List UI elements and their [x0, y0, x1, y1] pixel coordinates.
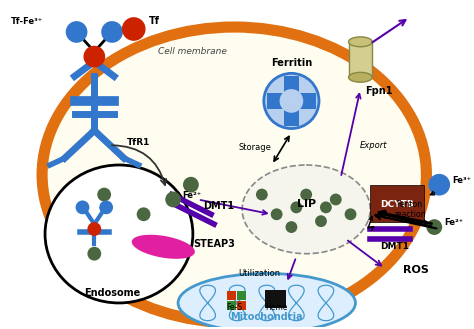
Ellipse shape	[132, 235, 195, 259]
Text: Fpn1: Fpn1	[365, 86, 393, 96]
Circle shape	[165, 191, 181, 207]
Circle shape	[137, 207, 150, 221]
Text: Heme: Heme	[265, 303, 288, 312]
Circle shape	[87, 247, 101, 261]
Ellipse shape	[178, 273, 356, 329]
Text: Fe³⁺: Fe³⁺	[452, 176, 471, 185]
Circle shape	[87, 222, 101, 236]
Circle shape	[264, 73, 319, 129]
Bar	[265, 290, 286, 308]
Text: Fe²⁺: Fe²⁺	[444, 218, 463, 227]
Text: Ferritin: Ferritin	[271, 59, 312, 68]
Ellipse shape	[348, 72, 372, 82]
Circle shape	[291, 201, 302, 213]
Text: Cell membrane: Cell membrane	[158, 47, 228, 56]
Text: Utilization: Utilization	[238, 269, 280, 278]
Circle shape	[66, 21, 87, 43]
Bar	[283, 76, 299, 126]
Text: Endosome: Endosome	[84, 288, 141, 298]
Bar	[267, 93, 316, 109]
Ellipse shape	[45, 165, 193, 303]
Bar	[348, 42, 372, 77]
Text: TfR1: TfR1	[127, 138, 150, 147]
Text: DMT1: DMT1	[380, 242, 409, 251]
Circle shape	[271, 208, 283, 220]
Ellipse shape	[42, 27, 427, 323]
Circle shape	[99, 200, 113, 214]
Text: STEAP3: STEAP3	[193, 239, 235, 249]
Circle shape	[428, 174, 450, 195]
Circle shape	[83, 46, 105, 67]
Text: Storage: Storage	[238, 143, 272, 152]
Text: Fe-S: Fe-S	[226, 303, 242, 312]
Text: DCYTB: DCYTB	[380, 200, 414, 209]
Text: LIP: LIP	[297, 199, 316, 209]
Bar	[237, 301, 246, 310]
Text: Tf: Tf	[148, 16, 160, 26]
Text: Fe²⁺: Fe²⁺	[182, 190, 201, 199]
Circle shape	[122, 17, 146, 41]
Circle shape	[280, 89, 303, 113]
Circle shape	[427, 219, 442, 235]
Bar	[237, 291, 246, 300]
Circle shape	[315, 215, 327, 227]
Circle shape	[256, 189, 268, 200]
Circle shape	[320, 201, 332, 213]
Text: Mitochondria: Mitochondria	[230, 312, 303, 322]
Bar	[228, 291, 236, 300]
Text: Fenton
reaction: Fenton reaction	[394, 200, 426, 219]
Text: ROS: ROS	[403, 266, 428, 275]
Circle shape	[75, 200, 90, 214]
Circle shape	[301, 189, 312, 200]
Circle shape	[183, 177, 199, 192]
Circle shape	[285, 221, 297, 233]
Circle shape	[330, 193, 342, 205]
Text: DMT1: DMT1	[203, 201, 234, 211]
Ellipse shape	[348, 37, 372, 47]
Bar	[370, 185, 424, 222]
Circle shape	[101, 21, 123, 43]
Text: Export: Export	[359, 141, 387, 150]
Text: Tf-Fe³⁺: Tf-Fe³⁺	[10, 17, 43, 26]
Circle shape	[345, 208, 356, 220]
Bar	[228, 301, 236, 310]
Ellipse shape	[242, 165, 370, 254]
Circle shape	[97, 188, 111, 201]
